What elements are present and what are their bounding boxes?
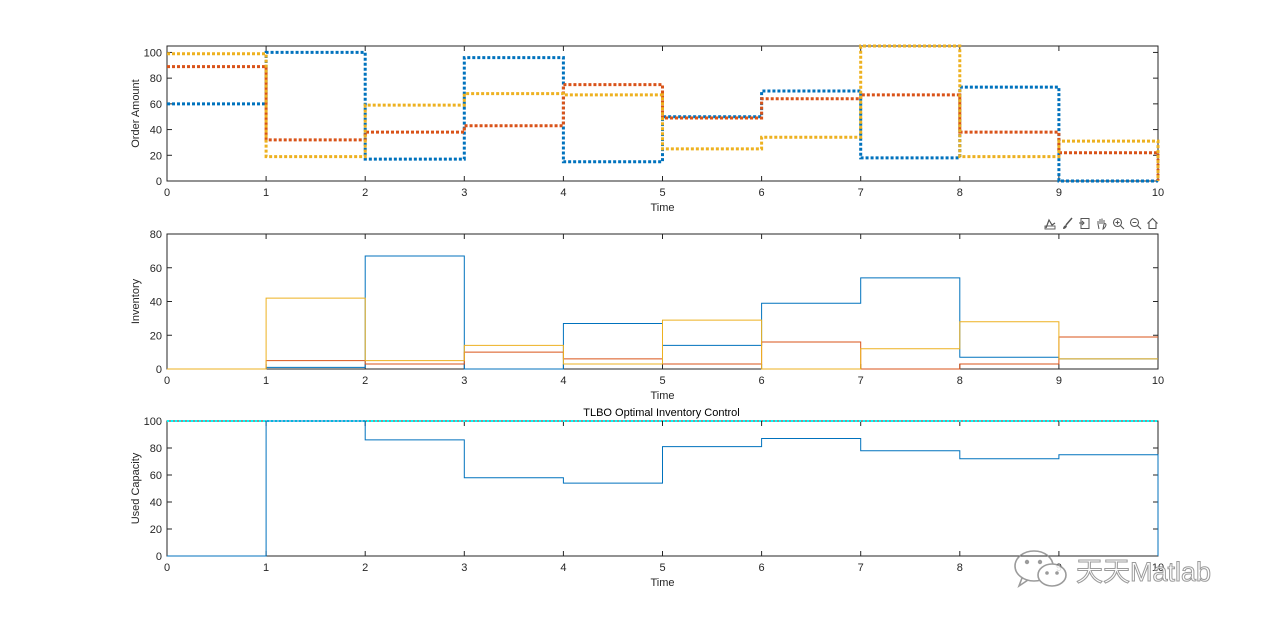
wechat-icon bbox=[1014, 550, 1067, 589]
axes-toolbar bbox=[1043, 216, 1160, 231]
x-tick-label: 6 bbox=[759, 375, 765, 387]
x-tick-label: 4 bbox=[560, 375, 566, 387]
series-3-line bbox=[167, 297, 1158, 370]
x-tick-label: 0 bbox=[164, 562, 170, 574]
series-1-line bbox=[167, 420, 1159, 557]
x-tick-label: 0 bbox=[164, 187, 170, 199]
zoom-out-icon[interactable] bbox=[1128, 216, 1143, 231]
x-tick-label: 2 bbox=[362, 562, 368, 574]
x-tick-label: 1 bbox=[263, 375, 269, 387]
series-3-line bbox=[167, 44, 1160, 181]
y-tick-label: 0 bbox=[156, 176, 162, 188]
y-tick-label: 40 bbox=[150, 297, 162, 309]
x-tick-label: 2 bbox=[362, 187, 368, 199]
x-axis-label: Time bbox=[650, 390, 674, 402]
y-tick-label: 60 bbox=[150, 99, 162, 111]
y-axis-label: Order Amount bbox=[130, 79, 142, 147]
x-tick-label: 8 bbox=[957, 375, 963, 387]
x-tick-label: 4 bbox=[560, 187, 566, 199]
y-tick-label: 100 bbox=[144, 47, 162, 59]
x-tick-label: 3 bbox=[461, 562, 467, 574]
x-tick-label: 8 bbox=[957, 562, 963, 574]
x-tick-label: 4 bbox=[560, 562, 566, 574]
chart-title: TLBO Optimal Inventory Control bbox=[583, 407, 740, 419]
x-tick-label: 3 bbox=[461, 187, 467, 199]
watermark-text: 天天Matlab bbox=[1075, 556, 1212, 587]
x-tick-label: 9 bbox=[1056, 187, 1062, 199]
y-tick-label: 40 bbox=[150, 125, 162, 137]
pan-icon[interactable] bbox=[1094, 216, 1109, 231]
y-tick-label: 0 bbox=[156, 551, 162, 563]
export-icon[interactable] bbox=[1077, 216, 1092, 231]
y-tick-label: 60 bbox=[150, 470, 162, 482]
x-tick-label: 7 bbox=[858, 187, 864, 199]
x-tick-label: 10 bbox=[1152, 187, 1164, 199]
x-tick-label: 8 bbox=[957, 187, 963, 199]
y-axis-label: Used Capacity bbox=[130, 452, 142, 524]
y-tick-label: 80 bbox=[150, 229, 162, 241]
x-tick-label: 10 bbox=[1152, 562, 1164, 574]
y-tick-label: 40 bbox=[150, 497, 162, 509]
x-tick-label: 3 bbox=[461, 375, 467, 387]
y-tick-label: 60 bbox=[150, 263, 162, 275]
x-tick-label: 2 bbox=[362, 375, 368, 387]
axes-box bbox=[166, 420, 1159, 557]
zoom-in-icon[interactable] bbox=[1111, 216, 1126, 231]
x-tick-label: 5 bbox=[659, 187, 665, 199]
x-tick-label: 7 bbox=[858, 375, 864, 387]
y-tick-label: 20 bbox=[150, 150, 162, 162]
x-tick-label: 5 bbox=[659, 562, 665, 574]
y-tick-label: 80 bbox=[150, 73, 162, 85]
x-tick-label: 7 bbox=[858, 562, 864, 574]
watermark: 天天Matlab bbox=[1012, 548, 1212, 590]
y-tick-label: 80 bbox=[150, 443, 162, 455]
y-tick-label: 20 bbox=[150, 330, 162, 342]
x-tick-label: 1 bbox=[263, 562, 269, 574]
y-tick-label: 0 bbox=[156, 364, 162, 376]
y-tick-label: 20 bbox=[150, 524, 162, 536]
y-tick-label: 100 bbox=[144, 416, 162, 428]
subplot-2: 0 1 2 3 4 5 6 7 8 9 10 0 20 40 60 80 Time Inventory bbox=[130, 229, 1164, 402]
brush-icon[interactable] bbox=[1060, 216, 1075, 231]
x-axis-label: Time bbox=[650, 577, 674, 589]
x-axis-label: Time bbox=[650, 202, 674, 214]
x-tick-label: 6 bbox=[759, 562, 765, 574]
x-tick-label: 5 bbox=[659, 375, 665, 387]
home-icon[interactable] bbox=[1145, 216, 1160, 231]
data-tips-icon[interactable] bbox=[1043, 216, 1058, 231]
x-tick-label: 9 bbox=[1056, 375, 1062, 387]
x-tick-label: 6 bbox=[759, 187, 765, 199]
x-tick-label: 10 bbox=[1152, 375, 1164, 387]
subplot-3: 012345678910020406080100TimeUsed Capacit… bbox=[130, 407, 1164, 589]
y-axis-label: Inventory bbox=[130, 278, 142, 324]
x-tick-label: 1 bbox=[263, 187, 269, 199]
x-tick-label: 0 bbox=[164, 375, 170, 387]
